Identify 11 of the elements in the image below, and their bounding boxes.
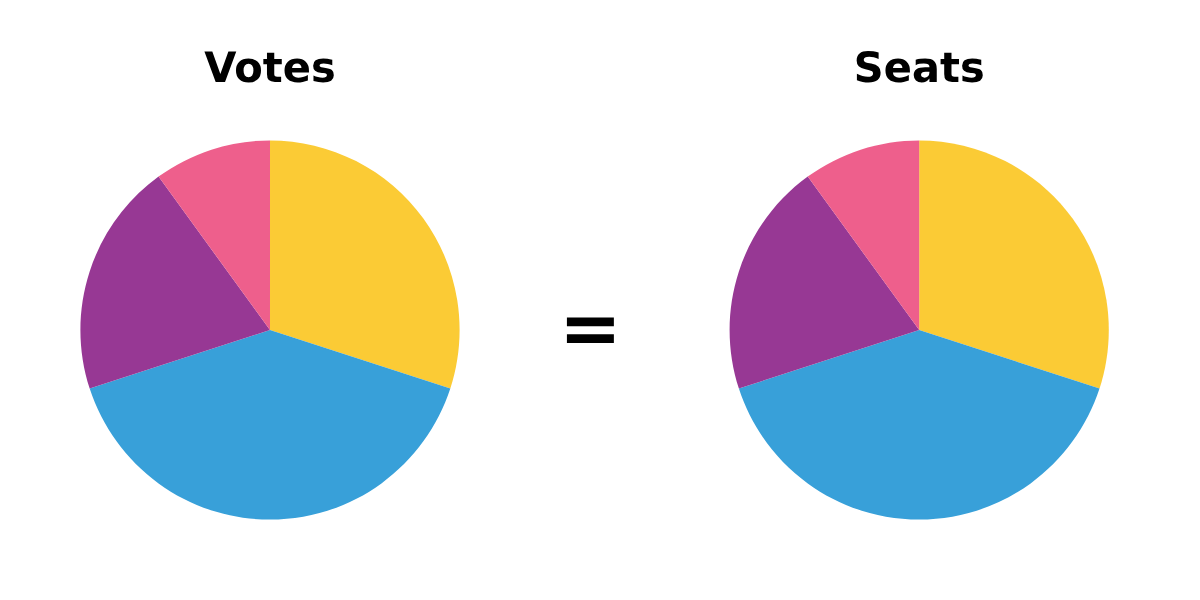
pie-slice bbox=[158, 140, 270, 330]
pie-slice bbox=[729, 176, 920, 389]
text: = bbox=[566, 317, 614, 343]
pie-slice bbox=[80, 176, 270, 389]
pie-slice bbox=[89, 330, 451, 520]
pie-slice bbox=[270, 140, 460, 389]
chart-title: Votes bbox=[204, 51, 334, 83]
pie-slice bbox=[807, 140, 920, 330]
pie-slice bbox=[919, 140, 1109, 389]
pie-slice bbox=[738, 330, 1100, 520]
chart-title: Seats bbox=[856, 50, 983, 83]
